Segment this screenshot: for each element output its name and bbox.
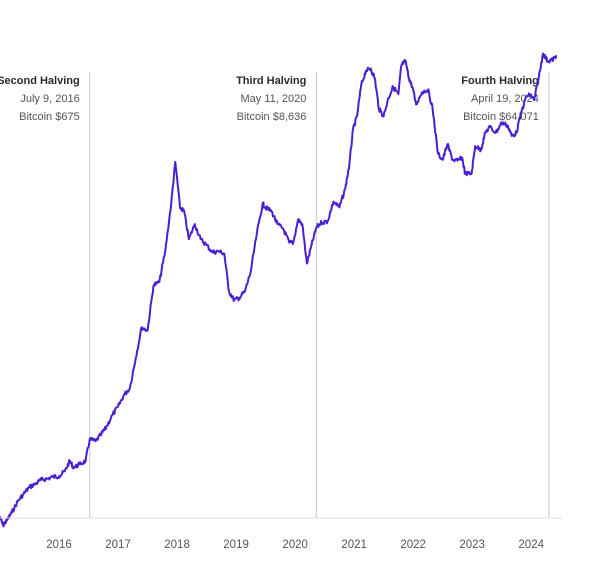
halving-date: May 11, 2020 (241, 93, 307, 105)
x-tick-label: 2022 (400, 539, 426, 551)
x-tick-label: 2021 (341, 539, 367, 551)
x-tick-label: 2023 (459, 539, 485, 551)
price-series-line-1 (0, 52, 557, 528)
halving-price: Bitcoin $8,636 (237, 111, 307, 123)
halving-price: Bitcoin $64,071 (463, 111, 539, 123)
halving-date: April 19, 2024 (471, 93, 539, 105)
halving-title: Fourth Halving (461, 75, 539, 87)
x-tick-label: 2018 (164, 539, 190, 551)
halving-price: Bitcoin $675 (19, 111, 80, 123)
halving-title: Second Halving (0, 75, 80, 87)
x-tick-label: 2020 (282, 539, 308, 551)
x-tick-label: 2019 (223, 539, 249, 551)
x-tick-label: 2024 (518, 539, 544, 551)
x-tick-label: 2017 (105, 539, 131, 551)
halving-date: July 9, 2016 (20, 93, 79, 105)
x-tick-label: 2016 (46, 539, 72, 551)
halving-title: Third Halving (236, 75, 306, 87)
